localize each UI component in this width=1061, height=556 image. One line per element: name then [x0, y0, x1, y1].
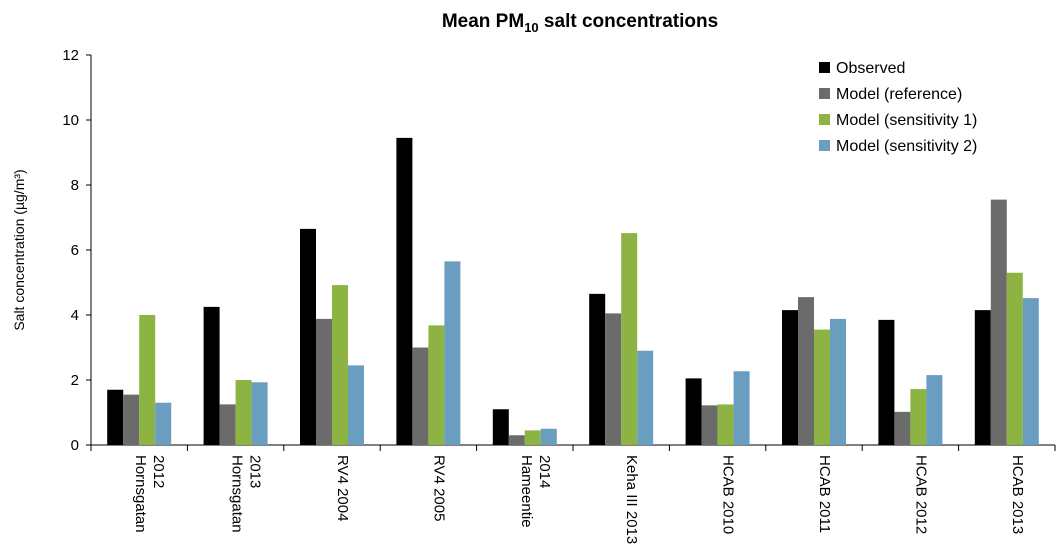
- x-category-label: Hameentie: [518, 455, 535, 528]
- y-tick-label: 10: [62, 112, 79, 129]
- bar-model-sensitivity-2: [1022, 298, 1039, 445]
- bar-model-sensitivity-1: [428, 325, 445, 445]
- bar-model-sensitivity-2: [251, 382, 268, 445]
- bar-observed: [878, 319, 895, 445]
- bar-model-reference: [412, 347, 429, 445]
- bar-observed: [203, 306, 220, 445]
- bar-model-sensitivity-1: [814, 329, 830, 445]
- x-category-label: HCAB 2011: [816, 455, 833, 533]
- bar-model-sensitivity-2: [540, 428, 557, 445]
- legend-label-model-sensitivity-1: Model (sensitivity 1): [836, 112, 977, 129]
- bar-model-sensitivity-2: [637, 350, 654, 445]
- x-category-label: HCAB 2013: [1009, 455, 1026, 534]
- x-category-label: HCAB 2010: [720, 455, 737, 534]
- bar-observed: [782, 310, 798, 445]
- bar-observed: [300, 228, 316, 445]
- bar-model-reference: [798, 297, 814, 445]
- bar-model-reference: [316, 318, 332, 445]
- bar-model-sensitivity-1: [1006, 272, 1023, 445]
- bar-model-sensitivity-2: [348, 365, 364, 445]
- x-category-label: Keha III 2013: [623, 455, 640, 544]
- y-tick-label: 12: [62, 47, 79, 64]
- legend-label-model-sensitivity-2: Model (sensitivity 2): [836, 138, 977, 155]
- bar-model-sensitivity-2: [830, 318, 846, 445]
- bar-observed: [589, 293, 606, 445]
- bar-model-sensitivity-2: [155, 402, 172, 445]
- bar-model-sensitivity-1: [139, 315, 156, 445]
- y-axis-label: Salt concentration (µg/m³): [11, 169, 27, 330]
- y-tick-label: 0: [71, 437, 79, 454]
- bar-model-reference: [123, 394, 140, 445]
- y-tick-label: 8: [71, 177, 79, 194]
- bar-model-sensitivity-1: [235, 380, 252, 445]
- y-tick-label: 2: [71, 372, 79, 389]
- chart-title: Mean PM10 salt concentrations: [442, 11, 718, 35]
- bar-observed: [685, 378, 702, 445]
- legend-swatch-model-sensitivity-2: [819, 140, 830, 151]
- y-tick-label: 6: [71, 242, 79, 259]
- x-category-label: 2013: [247, 455, 264, 488]
- bar-observed: [492, 409, 509, 445]
- bar-observed: [396, 137, 413, 445]
- bar-model-reference: [508, 435, 525, 445]
- x-category-label: RV4 2004: [334, 455, 351, 521]
- x-category-label: 2014: [536, 455, 553, 488]
- bar-model-reference: [701, 405, 718, 445]
- legend-label-observed: Observed: [836, 60, 905, 77]
- legend-swatch-model-reference: [819, 88, 830, 99]
- bar-model-reference: [894, 411, 911, 445]
- bar-model-sensitivity-2: [926, 375, 943, 445]
- x-category-label: HCAB 2012: [912, 455, 929, 534]
- x-category-label: Hornsgatan: [132, 455, 149, 533]
- bar-model-sensitivity-1: [332, 285, 348, 445]
- legend-swatch-observed: [819, 62, 830, 73]
- bar-model-sensitivity-1: [524, 430, 541, 445]
- legend-label-model-reference: Model (reference): [836, 86, 962, 103]
- x-category-label: 2012: [150, 455, 167, 488]
- x-category-label: RV4 2005: [430, 455, 447, 521]
- bar-model-sensitivity-1: [717, 404, 734, 445]
- bar-model-sensitivity-1: [910, 389, 927, 445]
- bar-observed: [107, 389, 124, 445]
- bar-observed: [974, 310, 991, 445]
- bar-model-reference: [605, 313, 622, 445]
- legend-swatch-model-sensitivity-1: [819, 114, 830, 125]
- x-category-label: Hornsgatan: [229, 455, 246, 533]
- legend: Observed Model (reference) Model (sensitiv…: [819, 60, 977, 155]
- bar-model-reference: [990, 199, 1007, 445]
- chart-title-subscript: 10: [524, 20, 538, 35]
- bar-model-sensitivity-2: [444, 261, 461, 445]
- bar-model-reference: [219, 404, 236, 445]
- bar-model-sensitivity-2: [733, 371, 750, 445]
- y-tick-label: 4: [71, 307, 79, 324]
- bar-model-sensitivity-1: [621, 233, 638, 445]
